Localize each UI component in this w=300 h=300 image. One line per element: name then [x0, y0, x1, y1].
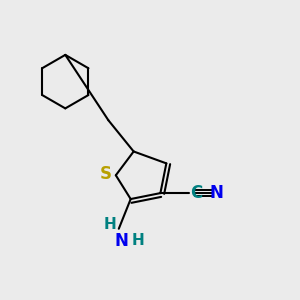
Text: N: N	[210, 184, 224, 202]
Text: S: S	[99, 165, 111, 183]
Text: C: C	[190, 184, 202, 202]
Text: H: H	[103, 217, 116, 232]
Text: N: N	[115, 232, 129, 250]
Text: H: H	[132, 233, 145, 248]
